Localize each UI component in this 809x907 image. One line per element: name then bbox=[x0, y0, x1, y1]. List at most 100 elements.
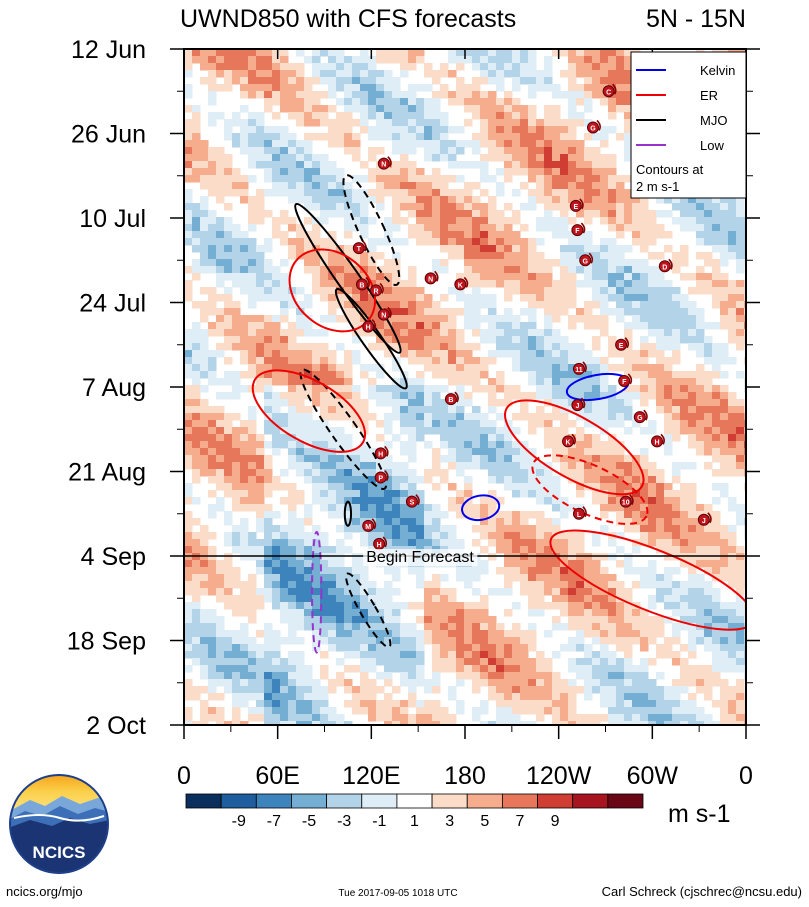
anomaly-cell bbox=[680, 511, 689, 519]
anomaly-cell bbox=[512, 469, 521, 477]
anomaly-cell bbox=[536, 406, 545, 414]
anomaly-cell bbox=[464, 252, 473, 260]
anomaly-cell bbox=[296, 434, 305, 442]
anomaly-cell bbox=[720, 623, 729, 631]
anomaly-cell bbox=[272, 651, 281, 659]
anomaly-cell bbox=[480, 231, 489, 239]
anomaly-cell bbox=[464, 371, 473, 379]
anomaly-cell bbox=[464, 315, 473, 323]
anomaly-cell bbox=[600, 98, 609, 106]
anomaly-cell bbox=[624, 119, 633, 127]
anomaly-cell bbox=[552, 525, 561, 533]
anomaly-cell bbox=[536, 560, 545, 568]
anomaly-cell bbox=[312, 49, 321, 57]
anomaly-cell bbox=[200, 588, 209, 596]
anomaly-cell bbox=[712, 322, 721, 330]
anomaly-cell bbox=[552, 406, 561, 414]
anomaly-cell bbox=[728, 637, 737, 645]
anomaly-cell bbox=[568, 420, 577, 428]
anomaly-cell bbox=[624, 686, 633, 694]
anomaly-cell bbox=[384, 259, 393, 267]
anomaly-cell bbox=[720, 238, 729, 246]
anomaly-cell bbox=[288, 357, 297, 365]
anomaly-cell bbox=[616, 308, 625, 316]
anomaly-cell bbox=[344, 462, 353, 470]
anomaly-cell bbox=[448, 595, 457, 603]
anomaly-cell bbox=[584, 273, 593, 281]
anomaly-cell bbox=[440, 266, 449, 274]
anomaly-cell bbox=[560, 462, 569, 470]
anomaly-cell bbox=[240, 455, 249, 463]
anomaly-cell bbox=[480, 595, 489, 603]
anomaly-cell bbox=[680, 245, 689, 253]
anomaly-cell bbox=[184, 525, 193, 533]
anomaly-cell bbox=[480, 511, 489, 519]
anomaly-cell bbox=[352, 98, 361, 106]
anomaly-cell bbox=[416, 378, 425, 386]
anomaly-cell bbox=[584, 182, 593, 190]
anomaly-cell bbox=[520, 462, 529, 470]
anomaly-cell bbox=[368, 448, 377, 456]
anomaly-cell bbox=[304, 385, 313, 393]
anomaly-cell bbox=[280, 679, 289, 687]
anomaly-cell bbox=[664, 434, 673, 442]
anomaly-cell bbox=[248, 455, 257, 463]
anomaly-cell bbox=[216, 378, 225, 386]
anomaly-cell bbox=[184, 644, 193, 652]
anomaly-cell bbox=[696, 679, 705, 687]
anomaly-cell bbox=[536, 175, 545, 183]
anomaly-cell bbox=[432, 133, 441, 141]
anomaly-cell bbox=[384, 497, 393, 505]
anomaly-cell bbox=[568, 63, 577, 71]
anomaly-cell bbox=[320, 595, 329, 603]
anomaly-cell bbox=[336, 413, 345, 421]
anomaly-cell bbox=[192, 133, 201, 141]
anomaly-cell bbox=[544, 175, 553, 183]
anomaly-cell bbox=[568, 350, 577, 358]
anomaly-cell bbox=[704, 623, 713, 631]
anomaly-cell bbox=[240, 371, 249, 379]
anomaly-cell bbox=[480, 266, 489, 274]
anomaly-cell bbox=[392, 511, 401, 519]
anomaly-cell bbox=[336, 182, 345, 190]
anomaly-cell bbox=[304, 574, 313, 582]
anomaly-cell bbox=[384, 623, 393, 631]
anomaly-cell bbox=[592, 539, 601, 547]
anomaly-cell bbox=[656, 623, 665, 631]
anomaly-cell bbox=[216, 168, 225, 176]
anomaly-cell bbox=[496, 476, 505, 484]
anomaly-cell bbox=[696, 343, 705, 351]
anomaly-cell bbox=[456, 140, 465, 148]
anomaly-cell bbox=[272, 147, 281, 155]
anomaly-cell bbox=[392, 280, 401, 288]
anomaly-cell bbox=[408, 175, 417, 183]
anomaly-cell bbox=[384, 133, 393, 141]
anomaly-cell bbox=[584, 217, 593, 225]
anomaly-cell bbox=[360, 210, 369, 218]
anomaly-cell bbox=[416, 224, 425, 232]
anomaly-cell bbox=[256, 245, 265, 253]
anomaly-cell bbox=[688, 651, 697, 659]
anomaly-cell bbox=[352, 637, 361, 645]
anomaly-cell bbox=[576, 581, 585, 589]
anomaly-cell bbox=[232, 602, 241, 610]
anomaly-cell bbox=[272, 322, 281, 330]
anomaly-cell bbox=[408, 91, 417, 99]
anomaly-cell bbox=[216, 672, 225, 680]
anomaly-cell bbox=[376, 98, 385, 106]
anomaly-cell bbox=[280, 154, 289, 162]
anomaly-cell bbox=[320, 476, 329, 484]
anomaly-cell bbox=[304, 98, 313, 106]
anomaly-cell bbox=[576, 385, 585, 393]
anomaly-cell bbox=[440, 623, 449, 631]
anomaly-cell bbox=[568, 259, 577, 267]
anomaly-cell bbox=[352, 154, 361, 162]
anomaly-cell bbox=[288, 224, 297, 232]
anomaly-cell bbox=[216, 693, 225, 701]
anomaly-cell bbox=[408, 630, 417, 638]
anomaly-cell bbox=[552, 259, 561, 267]
anomaly-cell bbox=[264, 406, 273, 414]
anomaly-cell bbox=[296, 301, 305, 309]
anomaly-cell bbox=[496, 539, 505, 547]
anomaly-cell bbox=[376, 364, 385, 372]
